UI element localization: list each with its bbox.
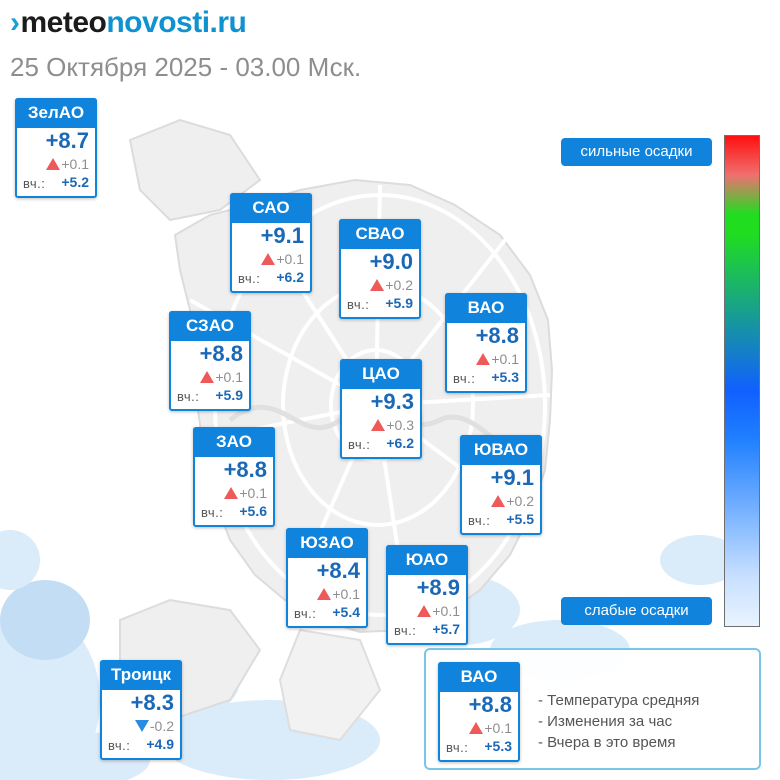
temperature-value: +8.8 — [199, 341, 243, 366]
district-name: САО — [230, 193, 312, 223]
yesterday-label: вч.: — [394, 623, 417, 638]
trend-up-icon — [491, 495, 506, 507]
yesterday-value: +6.2 — [276, 269, 304, 285]
district-name: СЗАО — [169, 311, 251, 341]
district-name: Троицк — [100, 660, 182, 690]
district-name: ВАО — [445, 293, 527, 323]
hourly-change: +0.1 — [469, 720, 512, 736]
hourly-change: +0.3 — [371, 417, 414, 433]
district-card-szao: СЗАО +8.8 +0.1 вч.: +5.9 — [169, 311, 251, 411]
legend-descriptions: - Температура средняя - Изменения за час… — [538, 690, 699, 753]
district-name: ВАО — [438, 662, 520, 692]
temperature-value: +9.1 — [260, 223, 304, 248]
temperature-value: +8.9 — [416, 575, 460, 600]
temperature-value: +8.4 — [316, 558, 360, 583]
district-name: ЮВАО — [460, 435, 542, 465]
scale-label-weak: слабые осадки — [561, 597, 712, 625]
yesterday-value: +4.9 — [146, 736, 174, 752]
district-name: ЮЗАО — [286, 528, 368, 558]
yesterday-label: вч.: — [238, 271, 261, 286]
trend-down-icon — [134, 720, 149, 732]
yesterday-value: +5.5 — [506, 511, 534, 527]
legend-line-temperature: - Температура средняя — [538, 692, 700, 709]
trend-up-icon — [317, 588, 332, 600]
district-name: СВАО — [339, 219, 421, 249]
hourly-change: +0.1 — [224, 485, 267, 501]
district-card-zelao: ЗелАО +8.7 +0.1 вч.: +5.2 — [15, 98, 97, 198]
yesterday-label: вч.: — [468, 513, 491, 528]
yesterday-value: +5.3 — [484, 738, 512, 754]
temperature-value: +8.3 — [130, 690, 174, 715]
trend-up-icon — [261, 253, 276, 265]
scale-label-strong: сильные осадки — [561, 138, 712, 166]
legend-line-yesterday: - Вчера в это время — [538, 734, 676, 751]
date-time-title: 25 Октября 2025 - 03.00 Мск. — [10, 52, 362, 82]
yesterday-label: вч.: — [108, 738, 131, 753]
hourly-change: +0.1 — [317, 586, 360, 602]
temperature-value: +9.1 — [490, 465, 534, 490]
yesterday-label: вч.: — [177, 389, 200, 404]
yesterday-label: вч.: — [201, 505, 224, 520]
precipitation-scale-bar — [724, 135, 760, 627]
yesterday-label: вч.: — [347, 297, 370, 312]
legend-line-change: - Изменения за час — [538, 713, 673, 730]
trend-up-icon — [469, 722, 484, 734]
legend-panel: ВАО +8.8 +0.1 вч.: +5.3 - Температура ср… — [424, 648, 761, 770]
hourly-change: +0.1 — [261, 251, 304, 267]
district-card-troitsk: Троицк +8.3 -0.2 вч.: +4.9 — [100, 660, 182, 760]
logo-arrow-icon: › — [10, 6, 20, 39]
district-name: ЮАО — [386, 545, 468, 575]
district-card-yuvao: ЮВАО +9.1 +0.2 вч.: +5.5 — [460, 435, 542, 535]
legend-sample-card: ВАО +8.8 +0.1 вч.: +5.3 — [438, 662, 520, 762]
hourly-change: -0.2 — [134, 718, 174, 734]
temperature-value: +8.8 — [475, 323, 519, 348]
temperature-value: +8.8 — [468, 692, 512, 717]
trend-up-icon — [370, 279, 385, 291]
hourly-change: +0.1 — [46, 156, 89, 172]
trend-up-icon — [200, 371, 215, 383]
yesterday-value: +5.7 — [432, 621, 460, 637]
district-name: ЗАО — [193, 427, 275, 457]
hourly-change: +0.2 — [491, 493, 534, 509]
trend-up-icon — [476, 353, 491, 365]
trend-up-icon — [371, 419, 386, 431]
trend-up-icon — [417, 605, 432, 617]
yesterday-label: вч.: — [446, 740, 469, 755]
yesterday-value: +5.4 — [332, 604, 360, 620]
site-logo[interactable]: ›meteonovosti.ru — [10, 6, 247, 39]
yesterday-value: +5.2 — [61, 174, 89, 190]
yesterday-label: вч.: — [348, 437, 371, 452]
hourly-change: +0.2 — [370, 277, 413, 293]
yesterday-value: +5.9 — [215, 387, 243, 403]
district-card-cao: ЦАО +9.3 +0.3 вч.: +6.2 — [340, 359, 422, 459]
yesterday-value: +6.2 — [386, 435, 414, 451]
yesterday-label: вч.: — [23, 176, 46, 191]
hourly-change: +0.1 — [417, 603, 460, 619]
temperature-value: +9.3 — [370, 389, 414, 414]
district-card-zao: ЗАО +8.8 +0.1 вч.: +5.6 — [193, 427, 275, 527]
yesterday-label: вч.: — [453, 371, 476, 386]
district-card-yuao: ЮАО +8.9 +0.1 вч.: +5.7 — [386, 545, 468, 645]
yesterday-label: вч.: — [294, 606, 317, 621]
district-card-sao: САО +9.1 +0.1 вч.: +6.2 — [230, 193, 312, 293]
district-card-svao: СВАО +9.0 +0.2 вч.: +5.9 — [339, 219, 421, 319]
district-name: ЦАО — [340, 359, 422, 389]
temperature-value: +9.0 — [369, 249, 413, 274]
hourly-change: +0.1 — [200, 369, 243, 385]
yesterday-value: +5.9 — [385, 295, 413, 311]
yesterday-value: +5.6 — [239, 503, 267, 519]
trend-up-icon — [224, 487, 239, 499]
district-name: ЗелАО — [15, 98, 97, 128]
trend-up-icon — [46, 158, 61, 170]
hourly-change: +0.1 — [476, 351, 519, 367]
district-card-vao: ВАО +8.8 +0.1 вч.: +5.3 — [445, 293, 527, 393]
temperature-value: +8.7 — [45, 128, 89, 153]
temperature-value: +8.8 — [223, 457, 267, 482]
yesterday-value: +5.3 — [491, 369, 519, 385]
district-card-yuzao: ЮЗАО +8.4 +0.1 вч.: +5.4 — [286, 528, 368, 628]
